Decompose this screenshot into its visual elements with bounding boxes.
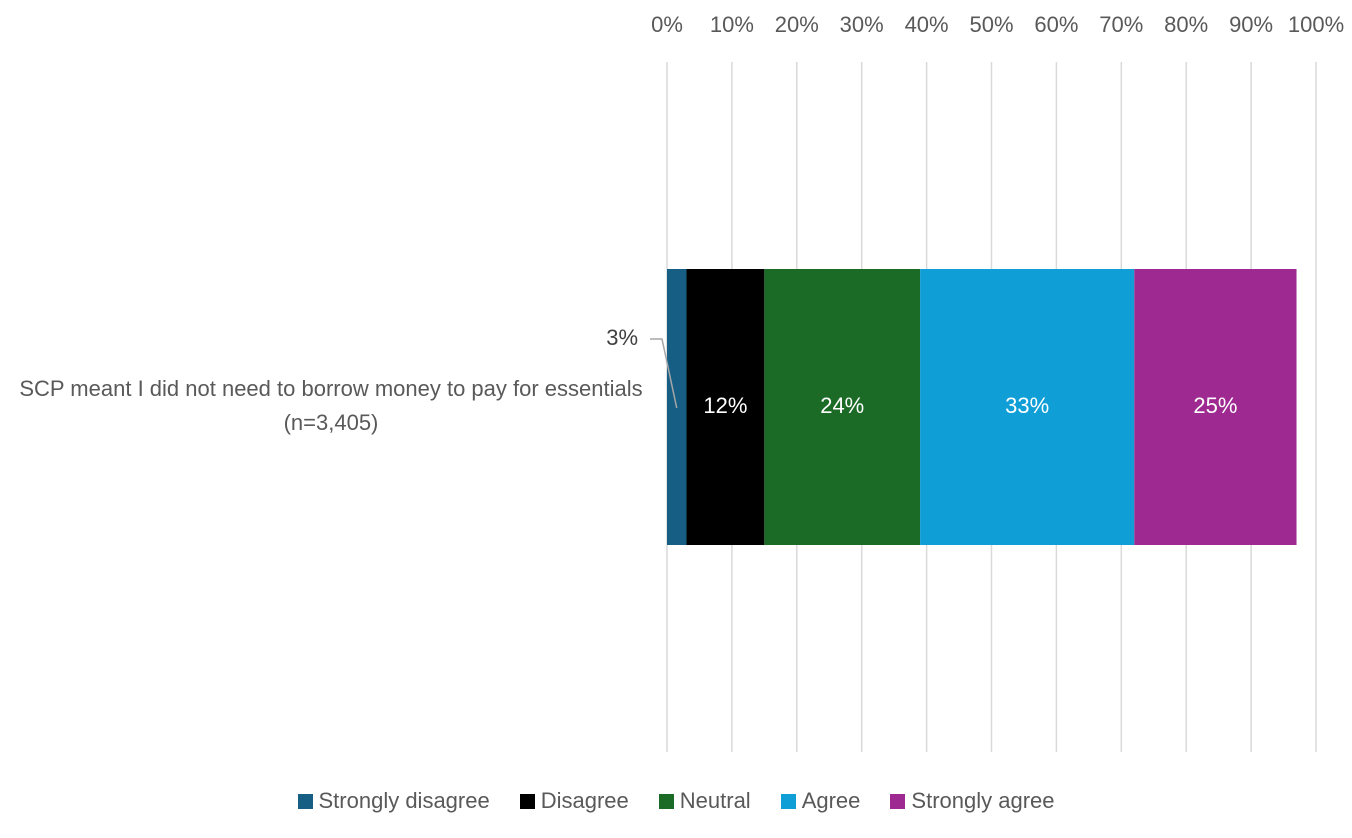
legend-item: Agree: [780, 788, 861, 814]
legend-label: Strongly disagree: [318, 788, 490, 813]
data-label: 25%: [1193, 393, 1237, 418]
legend-swatch: [519, 793, 535, 809]
legend-item: Strongly agree: [890, 788, 1055, 814]
x-tick-label: 80%: [1164, 12, 1208, 37]
legend-label: Strongly agree: [911, 788, 1055, 813]
legend: Strongly disagree Disagree Neutral Agree Str…: [0, 788, 1352, 814]
legend-swatch: [890, 793, 906, 809]
x-tick-label: 70%: [1099, 12, 1143, 37]
x-tick-label: 90%: [1229, 12, 1273, 37]
legend-swatch: [780, 793, 796, 809]
data-label: 24%: [820, 393, 864, 418]
x-tick-label: 30%: [840, 12, 884, 37]
data-label: 12%: [703, 393, 747, 418]
legend-label: Disagree: [540, 788, 629, 813]
x-tick-label: 10%: [710, 12, 754, 37]
legend-swatch: [297, 793, 313, 809]
bar-segment: [686, 269, 765, 545]
legend-label: Neutral: [679, 788, 751, 813]
x-tick-label: 60%: [1034, 12, 1078, 37]
x-tick-label: 20%: [775, 12, 819, 37]
category-label: SCP meant I did not need to borrow money…: [19, 376, 643, 435]
bar-segment: [920, 269, 1135, 545]
legend-item: Neutral: [658, 788, 751, 814]
x-tick-label: 40%: [905, 12, 949, 37]
data-label: 33%: [1005, 393, 1049, 418]
x-tick-label: 50%: [969, 12, 1013, 37]
leader-line: [650, 338, 678, 409]
legend-item: Disagree: [519, 788, 629, 814]
x-tick-label: 100%: [1288, 12, 1344, 37]
data-label: 3%: [606, 325, 638, 350]
x-tick-label: 0%: [651, 12, 683, 37]
bar-segment: [764, 269, 921, 545]
legend-label: Agree: [801, 788, 861, 813]
legend-swatch: [658, 793, 674, 809]
bar-segment: [1134, 269, 1297, 545]
legend-item: Strongly disagree: [297, 788, 490, 814]
